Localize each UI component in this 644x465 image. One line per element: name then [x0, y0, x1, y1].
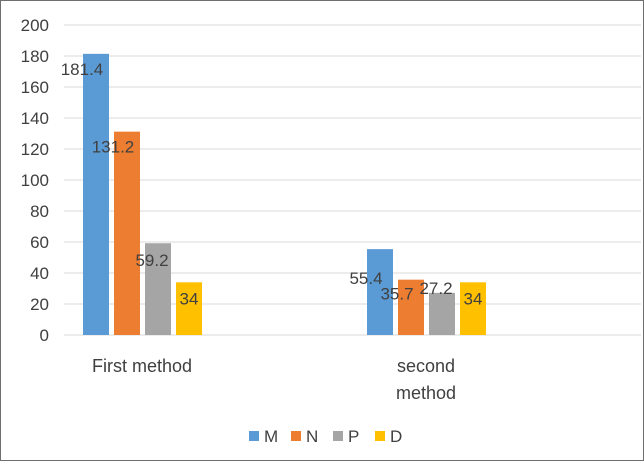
data-label: 181.4 [61, 60, 104, 79]
bar-d [176, 282, 202, 335]
y-tick-label: 120 [21, 140, 49, 159]
y-tick-label: 100 [21, 171, 49, 190]
data-label: 55.4 [349, 269, 382, 288]
y-tick-label: 160 [21, 78, 49, 97]
bar-p [429, 292, 455, 335]
legend-swatch-p [333, 431, 343, 441]
x-category-label: First method [92, 356, 192, 376]
legend-label: P [348, 427, 359, 446]
y-tick-label: 180 [21, 47, 49, 66]
data-label: 35.7 [380, 285, 413, 304]
legend-label: D [390, 427, 402, 446]
x-axis-category-labels: First method second method [92, 356, 456, 403]
y-tick-label: 40 [30, 264, 49, 283]
data-label: 59.2 [135, 251, 168, 270]
bar-n [114, 131, 140, 335]
data-label: 27.2 [419, 279, 452, 298]
legend-label: N [306, 427, 318, 446]
data-label: 34 [180, 289, 199, 308]
legend-swatch-m [249, 431, 259, 441]
bar-m [367, 249, 393, 335]
bar-d [460, 282, 486, 335]
y-tick-label: 60 [30, 233, 49, 252]
y-tick-label: 200 [21, 16, 49, 35]
y-axis-tick-labels: 0 20 40 60 80 100 120 140 160 180 200 [21, 16, 49, 345]
y-tick-label: 140 [21, 109, 49, 128]
data-labels: 181.4 55.4 131.2 35.7 59.2 27.2 34 34 [61, 60, 483, 308]
y-tick-label: 0 [40, 326, 49, 345]
y-tick-label: 80 [30, 202, 49, 221]
legend-swatch-n [291, 431, 301, 441]
data-label: 34 [464, 289, 483, 308]
bar-m [83, 53, 109, 336]
data-label: 131.2 [92, 138, 135, 157]
legend-label: M [264, 427, 278, 446]
bars [83, 53, 486, 336]
bar-n [398, 279, 424, 335]
bar-p [145, 243, 171, 335]
y-tick-label: 20 [30, 295, 49, 314]
legend-swatch-d [375, 431, 385, 441]
x-category-label: second method [396, 356, 456, 403]
